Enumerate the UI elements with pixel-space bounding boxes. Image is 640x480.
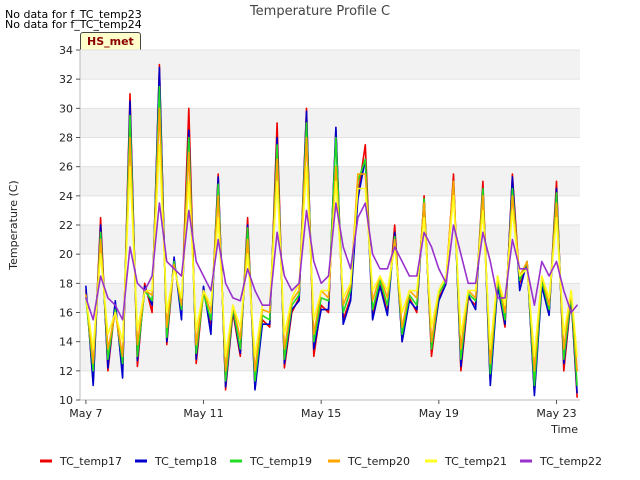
grid-band: [80, 108, 580, 138]
legend-label-TC_temp17: TC_temp17: [59, 455, 122, 468]
y-tick-label: 10: [59, 394, 73, 407]
x-axis-label: Time: [550, 423, 578, 436]
y-tick-label: 30: [59, 102, 73, 115]
y-tick-label: 32: [59, 73, 73, 86]
y-tick-label: 16: [59, 307, 73, 320]
y-tick-label: 20: [59, 248, 73, 261]
x-tick-label: May 15: [301, 407, 341, 420]
no-data-note-2: No data for f_TC_temp24: [5, 18, 142, 31]
y-tick-label: 28: [59, 132, 73, 145]
no-data-note-1: No data for f_TC_temp23: [5, 8, 142, 21]
y-tick-label: 18: [59, 277, 73, 290]
legend-label-TC_temp21: TC_temp21: [444, 455, 507, 468]
legend: TC_temp17 TC_temp18 TC_temp19 TC_temp20 TC_t…: [40, 455, 602, 468]
x-tick-label: May 19: [419, 407, 459, 420]
legend-label-TC_temp22: TC_temp22: [539, 455, 602, 468]
chart-title: Temperature Profile C: [249, 4, 390, 19]
series-line-TC_temp22: [85, 202, 578, 321]
grid-band: [80, 341, 580, 371]
legend-label-TC_temp18: TC_temp18: [154, 455, 217, 468]
y-tick-label: 26: [59, 161, 73, 174]
legend-label-TC_temp20: TC_temp20: [347, 455, 410, 468]
y-tick-label: 14: [59, 336, 73, 349]
axes: 10 12 14 16 18 20 22 24 26 28 30 32 34 May 7 May 11 May…: [7, 4, 580, 436]
y-axis-label: Temperature (C): [7, 180, 20, 270]
y-tick-label: 12: [59, 365, 73, 378]
y-tick-label: 24: [59, 190, 73, 203]
legend-label-TC_temp19: TC_temp19: [249, 455, 312, 468]
y-tick-label: 34: [59, 44, 73, 57]
series-lines: [85, 63, 578, 398]
site-tag: HS_met: [80, 32, 141, 52]
grid-band: [80, 50, 580, 80]
x-tick-label: May 23: [536, 407, 576, 420]
x-tick-label: May 7: [69, 407, 102, 420]
y-tick-label: 22: [59, 219, 73, 232]
x-tick-label: May 11: [183, 407, 223, 420]
